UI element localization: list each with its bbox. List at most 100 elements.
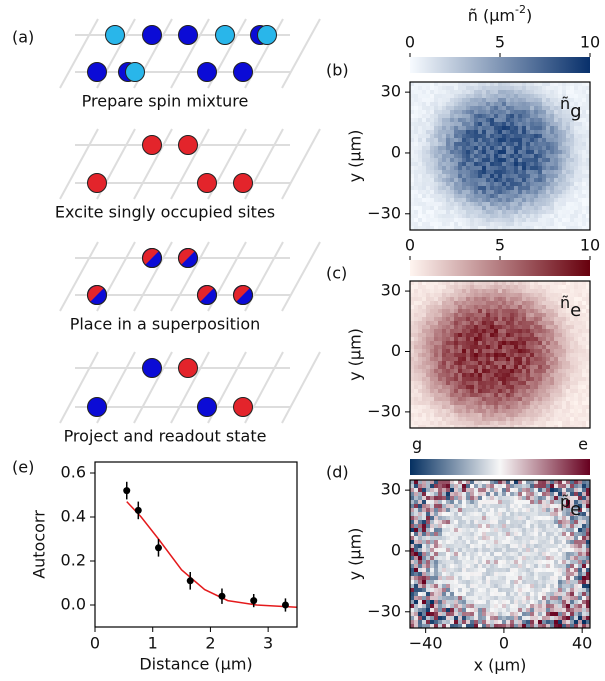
heatmap-pixel bbox=[482, 353, 486, 357]
heatmap-pixel bbox=[514, 548, 518, 552]
heatmap-pixel bbox=[534, 556, 538, 560]
heatmap-pixel bbox=[414, 194, 418, 198]
heatmap-pixel bbox=[530, 134, 534, 138]
heatmap-pixel bbox=[418, 540, 422, 544]
heatmap-pixel bbox=[474, 373, 478, 377]
heatmap-pixel bbox=[434, 214, 438, 218]
heatmap-pixel bbox=[510, 373, 514, 377]
heatmap-pixel bbox=[438, 552, 442, 556]
heatmap-pixel bbox=[510, 110, 514, 114]
heatmap-pixel bbox=[442, 226, 446, 230]
heatmap-pixel bbox=[498, 90, 502, 94]
heatmap-pixel bbox=[538, 202, 542, 206]
heatmap-pixel bbox=[426, 150, 430, 154]
heatmap-pixel bbox=[554, 492, 558, 496]
heatmap-pixel bbox=[438, 222, 442, 226]
heatmap-pixel bbox=[482, 126, 486, 130]
heatmap-pixel bbox=[570, 373, 574, 377]
heatmap-pixel bbox=[526, 417, 530, 421]
heatmap-pixel bbox=[542, 162, 546, 166]
heatmap-pixel bbox=[418, 154, 422, 158]
heatmap-pixel bbox=[514, 130, 518, 134]
heatmap-pixel bbox=[554, 357, 558, 361]
heatmap-pixel bbox=[438, 333, 442, 337]
heatmap-pixel bbox=[506, 305, 510, 309]
heatmap-pixel bbox=[430, 580, 434, 584]
heatmap-pixel bbox=[454, 504, 458, 508]
atom bbox=[234, 398, 253, 417]
heatmap-pixel bbox=[506, 317, 510, 321]
heatmap-pixel bbox=[482, 492, 486, 496]
heatmap-pixel bbox=[410, 333, 414, 337]
heatmap-pixel bbox=[550, 357, 554, 361]
heatmap-pixel bbox=[478, 401, 482, 405]
heatmap-pixel bbox=[422, 98, 426, 102]
heatmap-pixel bbox=[478, 620, 482, 624]
heatmap-pixel bbox=[506, 174, 510, 178]
heatmap-pixel bbox=[438, 572, 442, 576]
heatmap-pixel bbox=[410, 154, 414, 158]
heatmap-pixel bbox=[442, 126, 446, 130]
heatmap-pixel bbox=[434, 520, 438, 524]
heatmap-pixel bbox=[490, 365, 494, 369]
heatmap-pixel bbox=[526, 409, 530, 413]
heatmap-pixel bbox=[454, 214, 458, 218]
heatmap-pixel bbox=[550, 210, 554, 214]
heatmap-pixel bbox=[566, 588, 570, 592]
heatmap-pixel bbox=[478, 488, 482, 492]
heatmap-pixel bbox=[490, 114, 494, 118]
heatmap-pixel bbox=[522, 572, 526, 576]
heatmap-pixel bbox=[450, 106, 454, 110]
heatmap-pixel bbox=[546, 150, 550, 154]
heatmap-pixel bbox=[570, 122, 574, 126]
heatmap-pixel bbox=[430, 381, 434, 385]
heatmap-pixel bbox=[470, 588, 474, 592]
heatmap-pixel bbox=[450, 202, 454, 206]
heatmap-pixel bbox=[478, 596, 482, 600]
heatmap-pixel bbox=[426, 580, 430, 584]
heatmap-pixel bbox=[502, 158, 506, 162]
heatmap-pixel bbox=[542, 377, 546, 381]
heatmap-pixel bbox=[454, 289, 458, 293]
heatmap-pixel bbox=[518, 532, 522, 536]
heatmap-pixel bbox=[430, 289, 434, 293]
heatmap-pixel bbox=[494, 289, 498, 293]
heatmap-pixel bbox=[438, 484, 442, 488]
heatmap-pixel bbox=[526, 389, 530, 393]
heatmap-pixel bbox=[514, 210, 518, 214]
heatmap-pixel bbox=[474, 281, 478, 285]
heatmap-pixel bbox=[422, 409, 426, 413]
heatmap-pixel bbox=[530, 313, 534, 317]
heatmap-pixel bbox=[558, 142, 562, 146]
heatmap-pixel bbox=[482, 309, 486, 313]
heatmap-pixel bbox=[514, 488, 518, 492]
heatmap-pixel bbox=[566, 616, 570, 620]
heatmap-pixel bbox=[562, 158, 566, 162]
heatmap-pixel bbox=[526, 353, 530, 357]
heatmap-pixel bbox=[486, 337, 490, 341]
heatmap-pixel bbox=[514, 337, 518, 341]
heatmap-pixel bbox=[506, 540, 510, 544]
heatmap-pixel bbox=[554, 317, 558, 321]
heatmap-pixel bbox=[566, 174, 570, 178]
heatmap-pixel bbox=[454, 186, 458, 190]
heatmap-pixel bbox=[430, 174, 434, 178]
heatmap-pixel bbox=[550, 604, 554, 608]
heatmap-pixel bbox=[414, 293, 418, 297]
heatmap-pixel bbox=[510, 341, 514, 345]
heatmap-pixel bbox=[466, 377, 470, 381]
heatmap-pixel bbox=[546, 162, 550, 166]
heatmap-pixel bbox=[530, 556, 534, 560]
heatmap-pixel bbox=[534, 365, 538, 369]
heatmap-pixel bbox=[430, 134, 434, 138]
heatmap-pixel bbox=[414, 138, 418, 142]
heatmap-pixel bbox=[510, 421, 514, 425]
atom bbox=[179, 26, 198, 45]
heatmap-pixel bbox=[542, 536, 546, 540]
heatmap-pixel bbox=[414, 142, 418, 146]
heatmap-pixel bbox=[582, 301, 586, 305]
heatmap-pixel bbox=[562, 612, 566, 616]
heatmap-pixel bbox=[478, 226, 482, 230]
heatmap-pixel bbox=[534, 560, 538, 564]
heatmap-pixel bbox=[518, 576, 522, 580]
